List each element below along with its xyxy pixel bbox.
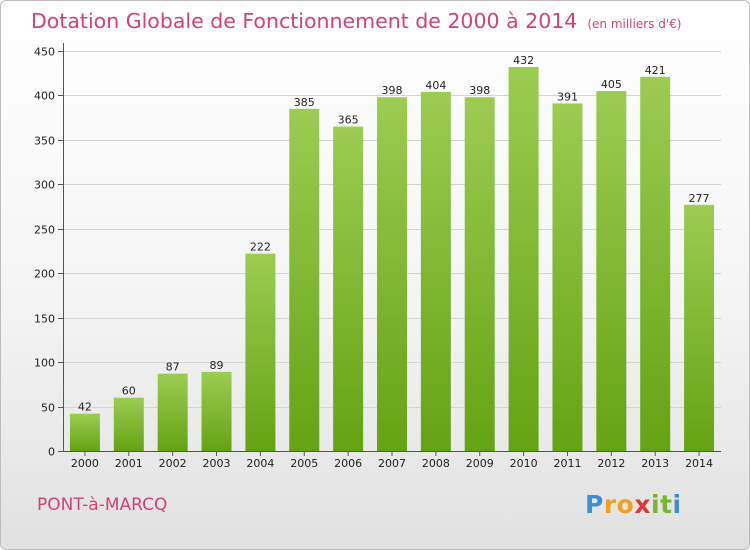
data-label: 404 — [425, 79, 446, 92]
data-label: 421 — [645, 64, 666, 77]
data-label: 60 — [122, 385, 136, 398]
bar-2009 — [464, 97, 495, 451]
bar-2010 — [508, 67, 539, 451]
data-label: 42 — [78, 401, 92, 414]
x-tick-label: 2014 — [685, 457, 713, 470]
bar-2004 — [245, 253, 276, 451]
data-label: 432 — [513, 54, 534, 67]
proxiti-logo[interactable]: Proxiti — [585, 490, 682, 519]
bar-2000 — [69, 413, 100, 451]
data-label: 222 — [250, 241, 271, 254]
data-label: 398 — [469, 84, 490, 97]
x-tick-label: 2010 — [510, 457, 538, 470]
x-tick-label: 2011 — [553, 457, 581, 470]
axes — [58, 43, 721, 456]
logo-letter: i — [651, 490, 661, 519]
data-label: 385 — [294, 96, 315, 109]
y-tick-label: 200 — [34, 268, 55, 281]
town-name: PONT-à-MARCQ — [37, 495, 168, 515]
logo-letter: x — [634, 490, 651, 519]
data-label: 277 — [689, 192, 710, 205]
x-tick-label: 2002 — [159, 457, 187, 470]
bar-2013 — [640, 76, 671, 452]
y-tick-label: 100 — [34, 357, 55, 370]
y-tick-label: 150 — [34, 313, 55, 326]
bar-2007 — [377, 97, 407, 451]
logo-letter: P — [585, 490, 604, 519]
x-tick-label: 2012 — [597, 457, 625, 470]
bar-2001 — [113, 397, 144, 451]
data-label: 87 — [166, 361, 180, 374]
x-tick-label: 2009 — [466, 457, 494, 470]
x-tick-label: 2005 — [290, 457, 318, 470]
bar-2005 — [289, 108, 320, 452]
data-label: 89 — [210, 359, 224, 372]
x-tick-label: 2006 — [334, 457, 362, 470]
x-tick-label: 2001 — [115, 457, 143, 470]
logo-letter: t — [660, 490, 673, 519]
bar-2012 — [596, 91, 627, 451]
x-tick-label: 2007 — [378, 457, 406, 470]
y-tick-label: 400 — [34, 90, 55, 103]
bar-2006 — [333, 126, 364, 452]
data-labels: 42 60 87 89 222 385 365 398 404 398 432 391 405 421 27… — [78, 54, 710, 414]
data-label: 398 — [382, 84, 403, 97]
y-tick-label: 300 — [34, 179, 55, 192]
logo-letter: i — [672, 490, 682, 519]
logo-letter: r — [603, 490, 617, 519]
bar-2003 — [201, 371, 232, 451]
y-tick-label: 50 — [41, 402, 55, 415]
y-tick-label: 0 — [48, 446, 55, 459]
chart-unit: (en milliers d'€) — [587, 17, 682, 31]
logo-letter: o — [616, 490, 635, 519]
y-tick-labels: 0 50 100 150 200 250 300 350 400 450 — [34, 46, 55, 459]
chart-title-text: Dotation Globale de Fonctionnement de 20… — [31, 9, 578, 33]
x-tick-label: 2000 — [71, 457, 99, 470]
x-tick-label: 2003 — [203, 457, 231, 470]
bar-2008 — [420, 91, 451, 451]
bar-2011 — [552, 103, 583, 451]
y-tick-label: 450 — [34, 46, 55, 59]
y-tick-label: 250 — [34, 224, 55, 237]
data-label: 405 — [601, 78, 622, 91]
x-tick-label: 2004 — [246, 457, 274, 470]
chart-title: Dotation Globale de Fonctionnement de 20… — [31, 9, 681, 33]
bar-2014 — [684, 204, 715, 451]
x-tick-labels: 2000 2001 2002 2003 2004 2005 2006 2007 2008 2009… — [71, 457, 713, 470]
x-tick-label: 2013 — [641, 457, 669, 470]
data-label: 391 — [557, 90, 578, 103]
x-tick-label: 2008 — [422, 457, 450, 470]
bars — [69, 67, 715, 452]
data-label: 365 — [338, 114, 359, 127]
bar-2002 — [157, 373, 188, 451]
y-tick-label: 350 — [34, 135, 55, 148]
